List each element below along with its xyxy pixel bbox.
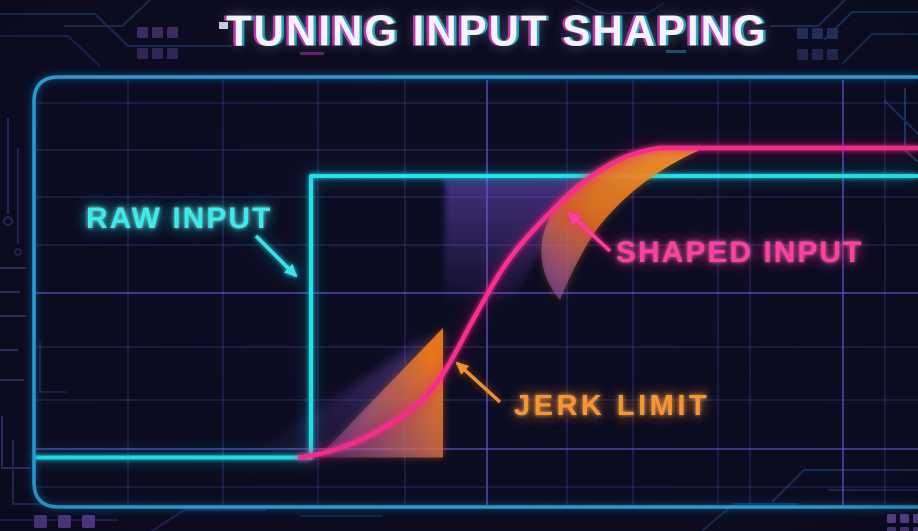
- label-jerk-limit: JERK LIMIT: [514, 390, 711, 422]
- page-title: TUNING INPUT SHAPING: [226, 6, 768, 55]
- label-raw-input: RAW INPUT: [86, 202, 273, 235]
- label-shaped-input: SHAPED INPUT: [616, 236, 864, 269]
